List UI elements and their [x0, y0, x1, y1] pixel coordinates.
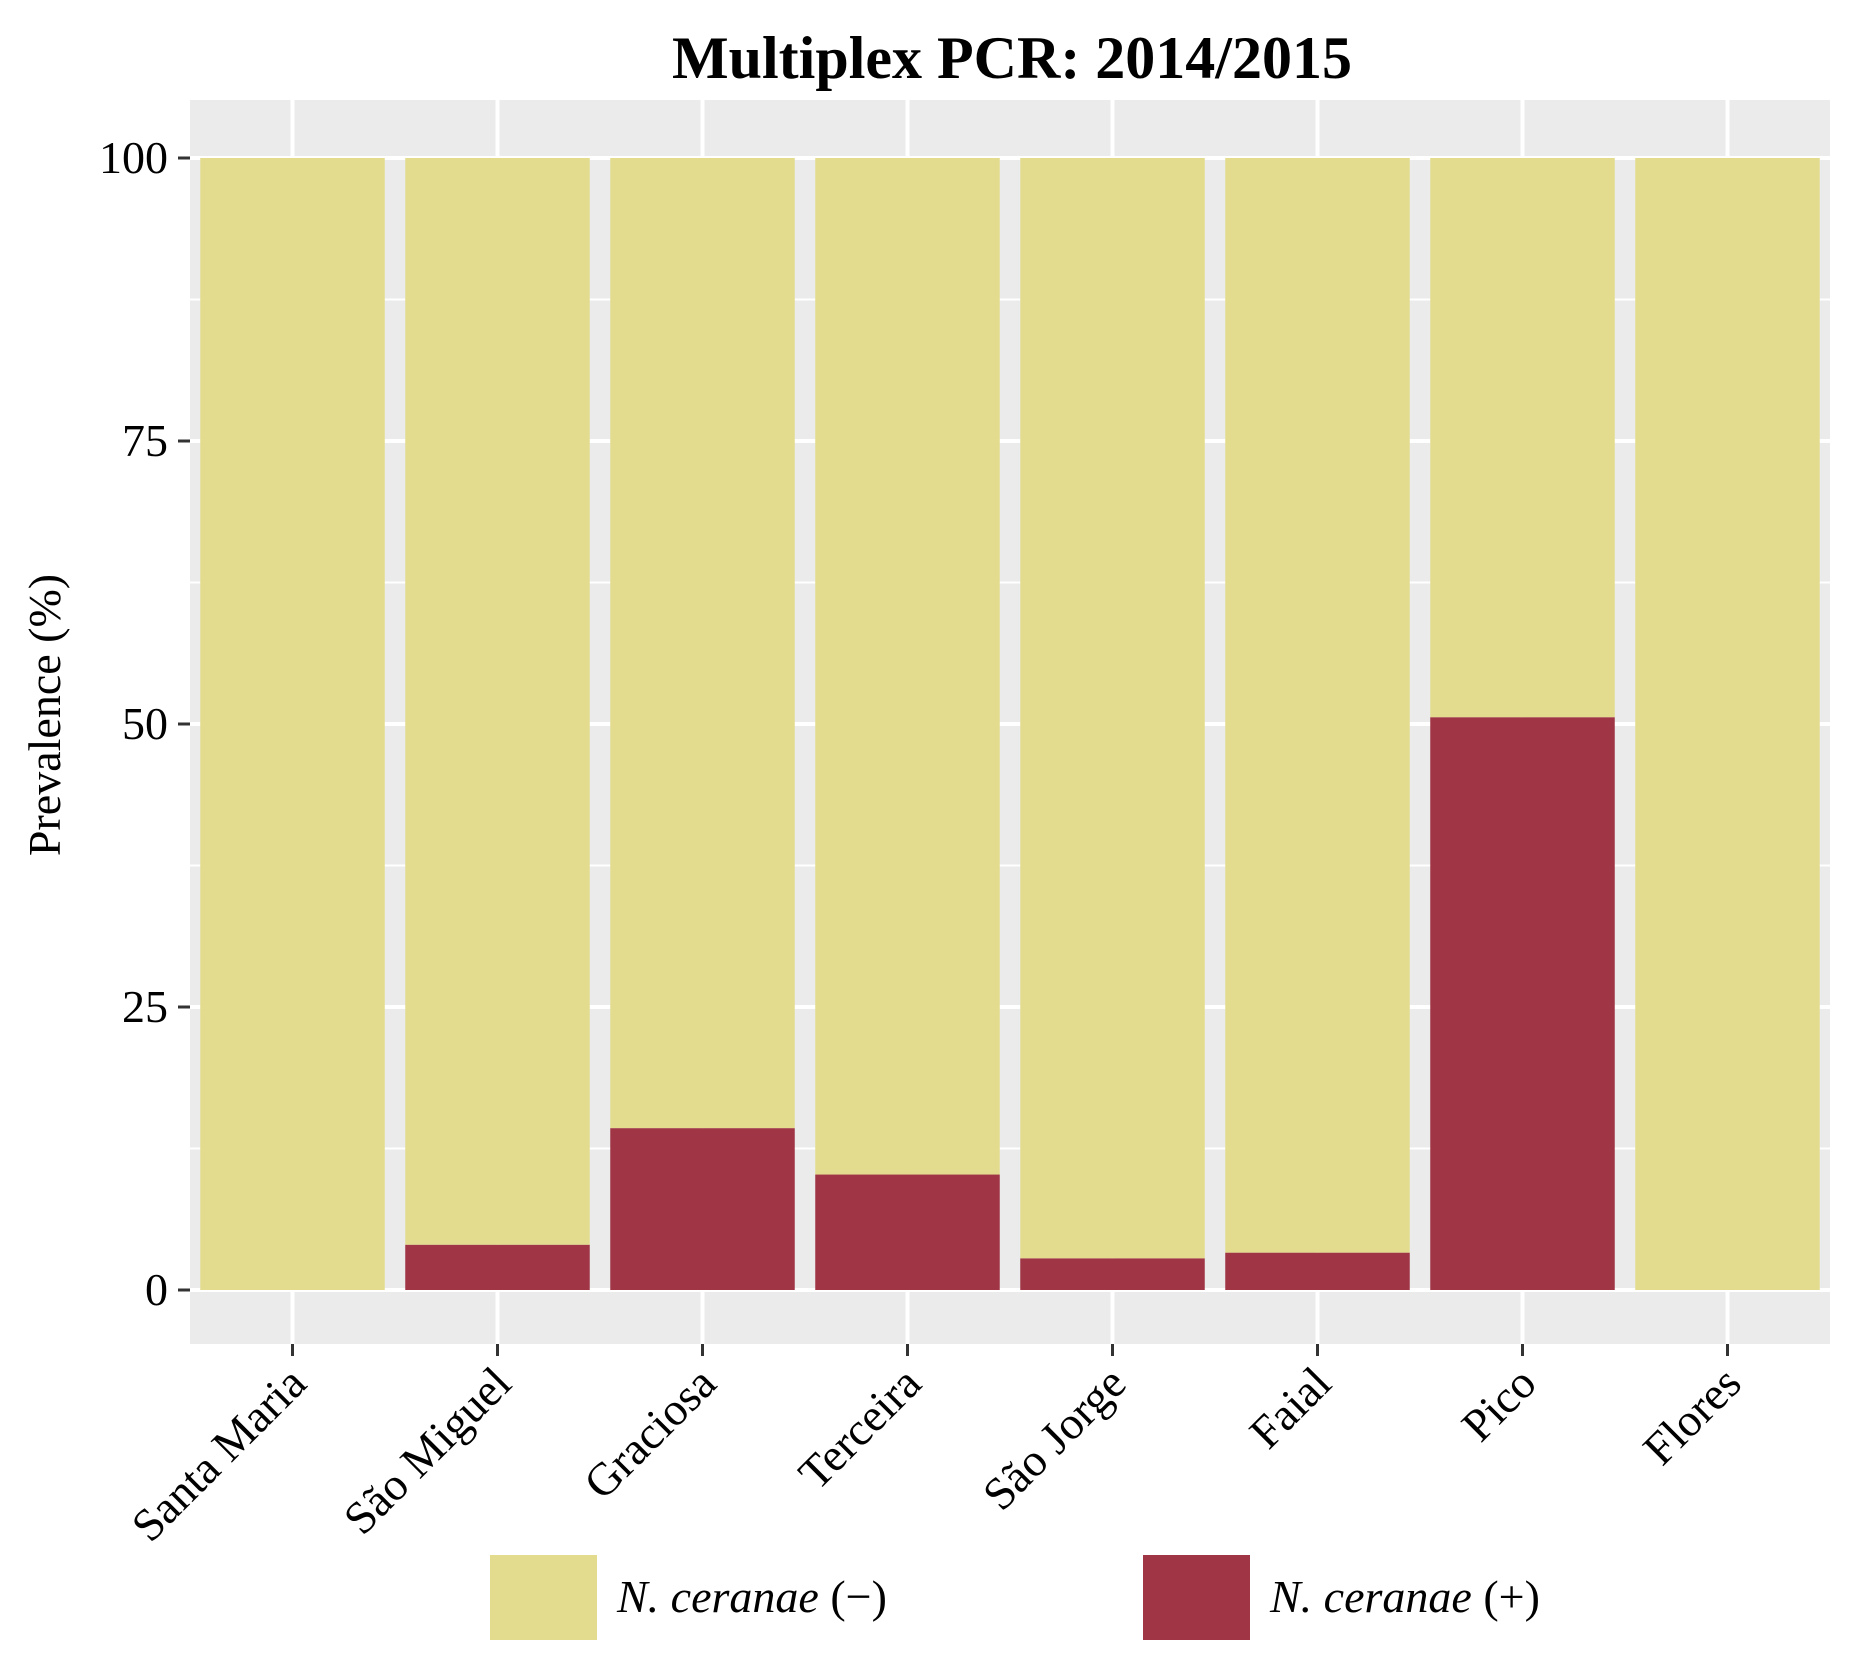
y-tick-label: 25 — [122, 981, 168, 1032]
legend-key-negative — [490, 1555, 597, 1640]
bars — [200, 158, 1820, 1290]
bar-positive-3 — [815, 1174, 1000, 1290]
bar-negative-1 — [405, 158, 590, 1245]
x-tick-label: Graciosa — [574, 1357, 726, 1509]
y-tick-label: 0 — [145, 1264, 168, 1315]
bar-negative-5 — [1225, 158, 1410, 1253]
x-tick-label: São Miguel — [334, 1357, 521, 1544]
bar-negative-3 — [815, 158, 1000, 1175]
bar-negative-0 — [200, 158, 385, 1290]
y-tick-label: 50 — [122, 698, 168, 749]
x-tick-label: Flores — [1633, 1357, 1750, 1474]
x-tick-label: São Jorge — [973, 1357, 1136, 1520]
bar-positive-6 — [1430, 717, 1615, 1290]
x-tick-label: Pico — [1452, 1357, 1546, 1451]
y-axis-label: Prevalence (%) — [19, 574, 70, 856]
x-tick-label: Faial — [1239, 1357, 1340, 1458]
legend-key-positive — [1143, 1555, 1250, 1640]
bar-positive-4 — [1020, 1258, 1205, 1290]
legend-label-positive: N. ceranae (+) — [1269, 1571, 1540, 1622]
chart-title: Multiplex PCR: 2014/2015 — [672, 25, 1352, 91]
bar-negative-4 — [1020, 158, 1205, 1259]
bar-positive-2 — [610, 1128, 795, 1290]
y-tick-label: 75 — [122, 415, 168, 466]
bar-negative-7 — [1635, 158, 1820, 1290]
legend-label-negative: N. ceranae (−) — [616, 1571, 887, 1622]
bar-positive-5 — [1225, 1252, 1410, 1290]
x-tick-label: Terceira — [788, 1357, 930, 1499]
bar-negative-2 — [610, 158, 795, 1129]
legend: N. ceranae (−) N. ceranae (+) — [490, 1555, 1540, 1640]
bar-negative-6 — [1430, 158, 1615, 718]
y-axis: 0 25 50 75 100 — [99, 132, 190, 1315]
bar-positive-1 — [405, 1244, 590, 1290]
x-axis: Santa Maria São Miguel Graciosa Terceira São… — [121, 1344, 1751, 1551]
x-tick-label: Santa Maria — [121, 1357, 315, 1551]
y-tick-label: 100 — [99, 132, 168, 183]
